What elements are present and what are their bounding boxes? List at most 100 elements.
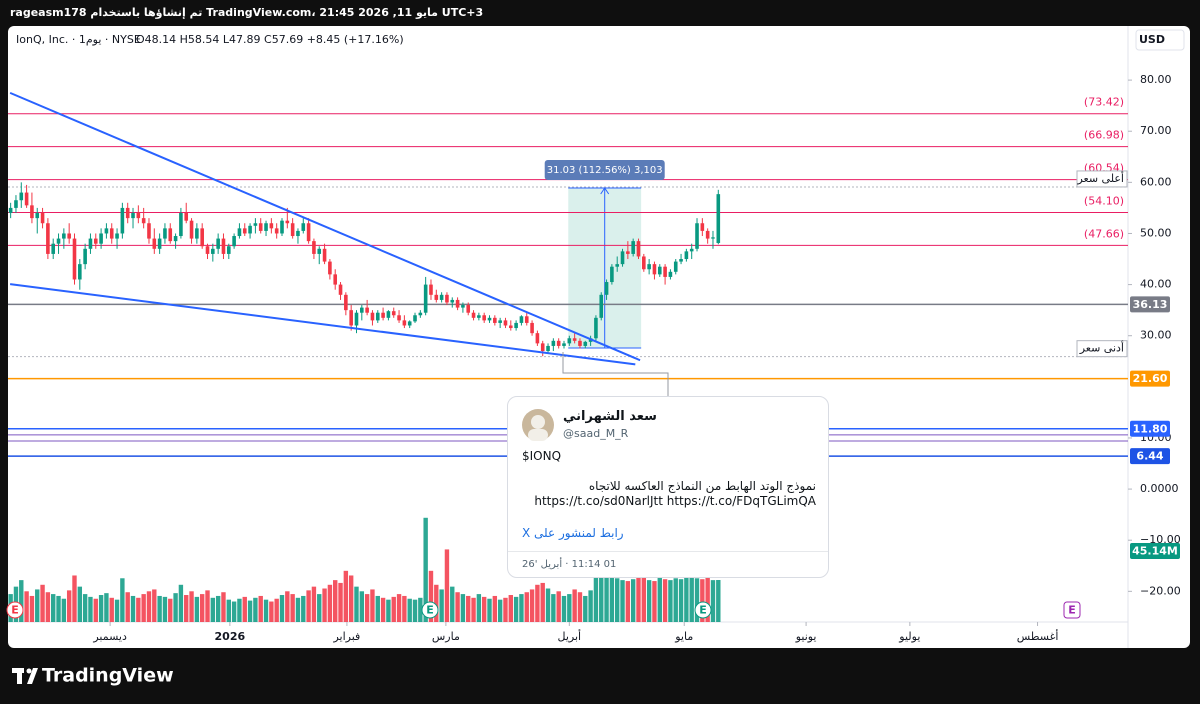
currency: USD [1139, 33, 1165, 46]
candle-body [530, 322, 534, 334]
candle-body [429, 284, 433, 295]
candle-body [471, 312, 476, 318]
level-label: 21.60 [1133, 372, 1168, 385]
candle-body [397, 315, 401, 321]
volume-bar [455, 592, 460, 622]
volume-bar [609, 575, 615, 622]
volume-bar [93, 598, 98, 622]
volume-bar [662, 579, 668, 622]
volume-bar [636, 577, 641, 622]
earnings-icon[interactable]: E [1063, 601, 1081, 619]
volume-bar [545, 588, 551, 622]
candle-body [344, 294, 348, 311]
candle-body [115, 233, 119, 239]
volume-bar [625, 581, 631, 622]
volume-bar [599, 570, 604, 622]
candle-body [280, 220, 284, 234]
candle-body [40, 213, 45, 224]
volume-bar [540, 582, 545, 622]
candle-body [407, 321, 412, 326]
volume-bar [710, 580, 716, 622]
candle-body [439, 294, 444, 300]
level-label: (47.66) [1084, 227, 1124, 240]
volume-bar [199, 594, 205, 622]
candle-body [179, 213, 183, 237]
volume-bar [705, 577, 710, 622]
candle-body [349, 310, 353, 326]
post-link[interactable]: رابط لمنشور على X [522, 526, 624, 540]
candle-body [8, 207, 13, 214]
volume-bar [652, 581, 657, 622]
candle-body [503, 320, 508, 326]
volume-bar [716, 580, 721, 622]
volume-bar [450, 586, 455, 622]
volume-bar [253, 597, 258, 622]
volume-bar [301, 595, 306, 622]
candle-body [594, 317, 598, 339]
volume-bar [120, 578, 125, 622]
volume-bar [359, 591, 365, 622]
candle-body [657, 266, 662, 275]
trend-line [9, 283, 636, 366]
post-date: 01 11:14 · أبريل '26 [522, 559, 617, 570]
volume-bar [492, 595, 498, 622]
candle-body [258, 223, 263, 231]
volume-bar [551, 594, 556, 622]
volume-bar [481, 596, 487, 622]
candle-body [466, 305, 471, 313]
candle-body [604, 282, 609, 295]
volume-bar [45, 592, 51, 622]
volume-bar [513, 596, 519, 622]
candle-body [274, 228, 279, 234]
post-links: https://t.co/sd0NarlJtt https://t.co/FDq… [534, 494, 816, 508]
volume-bar [348, 575, 354, 622]
candle-body [46, 223, 50, 254]
volume-bar [290, 594, 295, 622]
x-tick-label: مايو [674, 630, 693, 643]
volume-bar [184, 595, 189, 622]
candle-body [168, 228, 173, 242]
candle-body [673, 261, 678, 272]
volume-bar [577, 592, 583, 622]
candle-body [498, 320, 502, 323]
candle-body [508, 325, 513, 329]
volume-bar [157, 595, 162, 622]
candle-body [290, 223, 295, 237]
candle-body [99, 233, 103, 244]
volume-bar [141, 594, 146, 622]
volume-bar [24, 591, 29, 622]
volume-bar [428, 570, 434, 622]
x-tick-label: ديسمبر [92, 630, 127, 643]
volume-label-box [1130, 543, 1180, 559]
volume-bar [338, 582, 343, 622]
volume-bar [19, 580, 24, 622]
x-tick-label: يونيو [795, 630, 817, 643]
extreme-label: أعلى سعر [1076, 171, 1124, 185]
volume-bar [210, 597, 216, 622]
candle-body [482, 315, 486, 321]
volume-bar [364, 594, 370, 622]
post-divider [508, 551, 828, 552]
candle-body [232, 236, 236, 247]
volume-bar [684, 577, 689, 622]
volume-bar [327, 584, 333, 622]
candle-body [642, 256, 646, 270]
logo: TradingView [12, 665, 174, 687]
candle-body [30, 205, 34, 219]
trend-line [9, 91, 641, 362]
candle-body [354, 312, 359, 326]
candle-body [56, 238, 61, 244]
volume-bar [82, 594, 88, 622]
volume-bar [375, 595, 380, 622]
volume-bar [205, 590, 210, 622]
volume-bar [40, 584, 45, 622]
volume-bar [247, 600, 253, 622]
level-label: (54.10) [1084, 195, 1124, 208]
candle-body [104, 228, 109, 234]
candle-body [386, 311, 391, 318]
volume-bar [237, 598, 242, 622]
candle-body [551, 340, 556, 346]
volume-bar [72, 575, 77, 622]
earnings-letter: E [1068, 604, 1076, 617]
candle-body [200, 228, 204, 247]
